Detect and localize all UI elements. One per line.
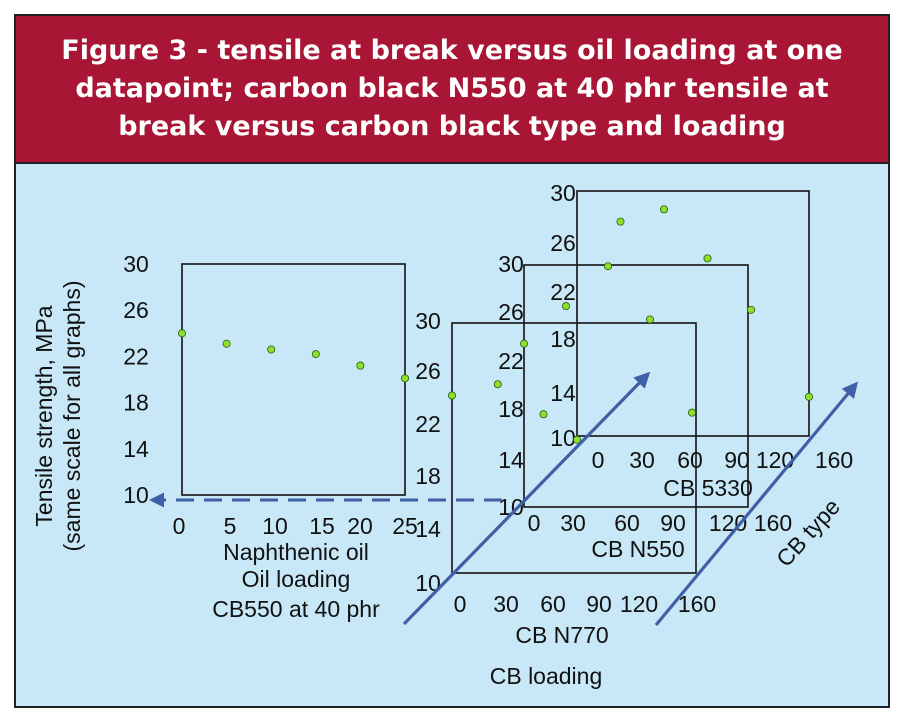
panel-0-xtick-0: 0 xyxy=(173,513,186,539)
panel-3-point-5 xyxy=(805,392,814,401)
panel-3-ytick-18: 18 xyxy=(550,326,576,352)
panel-3-xtick-60: 60 xyxy=(677,447,703,473)
panel-2-ytick-26: 26 xyxy=(498,299,524,325)
title-band: Figure 3 - tensile at break versus oil l… xyxy=(16,16,888,164)
panel-2-xtick-30: 30 xyxy=(560,510,586,536)
panel-2-xtick-60: 60 xyxy=(614,510,640,536)
panel-1-xtick-30: 30 xyxy=(493,591,519,617)
ylabel-line-1: Tensile strength, MPa xyxy=(31,305,57,526)
panel-0-ytick-14: 14 xyxy=(123,436,149,462)
panel-2-ytick-18: 18 xyxy=(498,396,524,422)
panel-0-xtick-5: 5 xyxy=(224,513,237,539)
panel-1-xtick-0: 0 xyxy=(454,591,467,617)
panel-0-point-0 xyxy=(177,329,186,338)
panel-0-point-4 xyxy=(356,361,365,370)
panel-1-xtick-160: 160 xyxy=(678,591,716,617)
panel-1-frame xyxy=(451,322,697,574)
panel-0-xtick-15: 15 xyxy=(309,513,335,539)
panel-3-point-4 xyxy=(747,305,756,314)
panel-0-point-1 xyxy=(222,339,231,348)
panel-3-point-0 xyxy=(573,435,582,444)
panel-3-frame xyxy=(576,190,810,437)
panel-1-xtick-90: 90 xyxy=(586,591,612,617)
panel-0-xtick-25: 25 xyxy=(392,513,418,539)
panel-0-ytick-10: 10 xyxy=(123,482,149,508)
panel-0-ytick-18: 18 xyxy=(123,390,149,416)
panel-0-xlabel-0: Naphthenic oil xyxy=(223,539,369,565)
panel-2-xtick-0: 0 xyxy=(528,510,541,536)
panel-3-ytick-22: 22 xyxy=(550,279,576,305)
panel-1-point-0 xyxy=(447,391,456,400)
panel-1-point-1 xyxy=(493,380,502,389)
panel-2-ytick-22: 22 xyxy=(498,348,524,374)
panel-0-ytick-26: 26 xyxy=(123,297,149,323)
panel-3-xlabel-0: CB 5330 xyxy=(663,475,753,501)
panel-3-point-1 xyxy=(616,217,625,226)
panel-1-xlabel-0: CB N770 xyxy=(515,622,608,648)
panel-2-xtick-90: 90 xyxy=(660,510,686,536)
panel-0-point-2 xyxy=(267,345,276,354)
panel-3-xtick-120: 120 xyxy=(756,447,794,473)
panel-2-ytick-30: 30 xyxy=(498,251,524,277)
panel-0-ytick-22: 22 xyxy=(123,343,149,369)
panel-3-point-3 xyxy=(703,254,712,263)
panel-2-point-1 xyxy=(562,302,571,311)
panel-1-ytick-18: 18 xyxy=(415,463,441,489)
panel-0-xlabel-1: Oil loading xyxy=(242,566,351,592)
panel-0-xtick-10: 10 xyxy=(262,513,288,539)
panel-2-xtick-160: 160 xyxy=(754,510,792,536)
panel-2-frame xyxy=(523,264,749,508)
panel-1-point-2 xyxy=(539,410,548,419)
panel-3-xtick-0: 0 xyxy=(592,447,605,473)
panel-1-ytick-26: 26 xyxy=(415,358,441,384)
panel-2-point-3 xyxy=(646,315,655,324)
panel-2-ytick-14: 14 xyxy=(498,447,524,473)
panel-3-ytick-30: 30 xyxy=(550,180,576,206)
figure-title: Figure 3 - tensile at break versus oil l… xyxy=(61,35,843,142)
panel-1-xtick-120: 120 xyxy=(620,591,658,617)
panel-1-xtick-60: 60 xyxy=(540,591,566,617)
panel-3-xtick-160: 160 xyxy=(815,447,853,473)
figure-frame: Figure 3 - tensile at break versus oil l… xyxy=(14,14,890,708)
ylabel-line-2: (same scale for all graphs) xyxy=(59,281,85,552)
panel-2-xlabel-0: CB N550 xyxy=(591,536,684,562)
panel-0-point-3 xyxy=(311,350,320,359)
chart-svg: 10 14 18 22 26 30 0 5 10 15 20 25 Naphthenic oilOil … xyxy=(31,180,859,689)
cb-loading-arrow xyxy=(402,371,651,626)
panel-1-ytick-30: 30 xyxy=(415,308,441,334)
cb-type-arrow xyxy=(654,381,859,627)
panel-0-xlabel-2: CB550 at 40 phr xyxy=(212,596,380,622)
cb-loading-label: CB loading xyxy=(490,663,603,689)
panel-0-frame xyxy=(181,263,406,496)
panel-2-point-0 xyxy=(519,339,528,348)
panel-3-ytick-26: 26 xyxy=(550,230,576,256)
panel-0-ytick-30: 30 xyxy=(123,251,149,277)
panel-3-point-2 xyxy=(660,205,669,214)
panel-1-ytick-14: 14 xyxy=(415,516,441,542)
panel-0-point-5 xyxy=(400,374,409,383)
panel-2-point-4 xyxy=(688,408,697,417)
panel-3-xtick-90: 90 xyxy=(724,447,750,473)
panel-3-ytick-14: 14 xyxy=(550,380,576,406)
panel-3-xtick-30: 30 xyxy=(629,447,655,473)
panel-3-ytick-10: 10 xyxy=(550,425,576,451)
panel-2-point-2 xyxy=(604,262,613,271)
panel-0-xtick-20: 20 xyxy=(347,513,373,539)
panel-1-ytick-22: 22 xyxy=(415,411,441,437)
